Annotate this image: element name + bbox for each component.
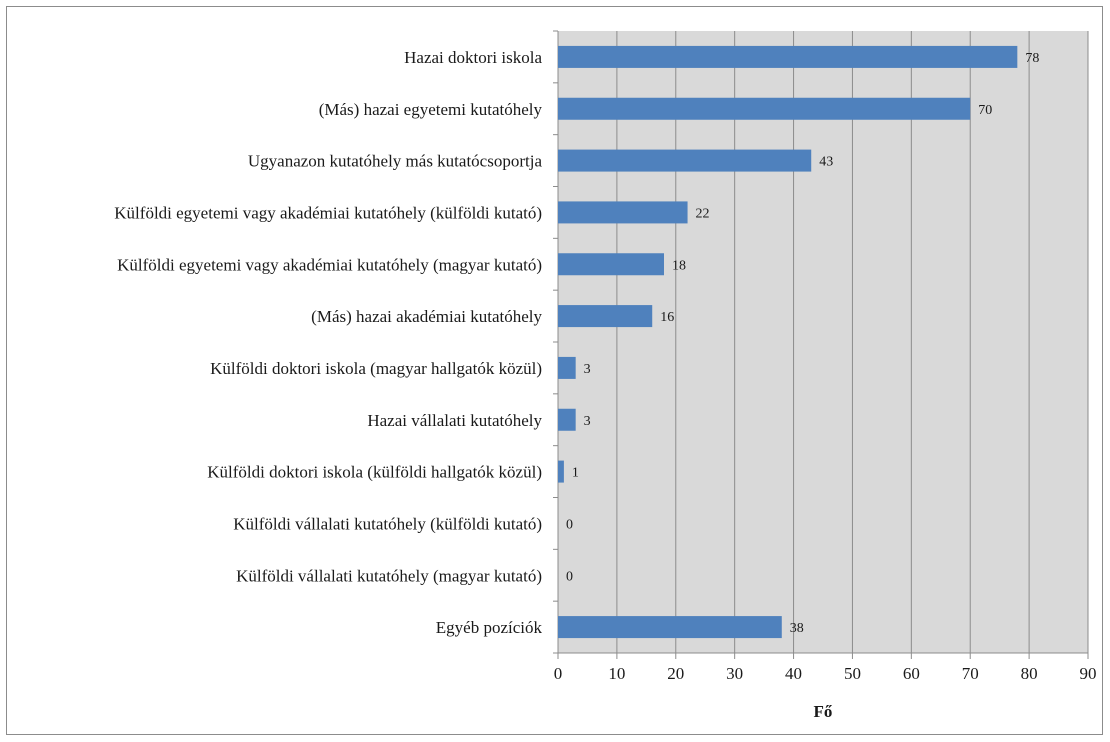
bar: [558, 408, 576, 431]
x-tick-label: 60: [903, 664, 920, 683]
bar: [558, 201, 688, 224]
bar: [558, 253, 664, 276]
data-label: 78: [1025, 51, 1039, 66]
category-label: Hazai vállalati kutatóhely: [367, 411, 542, 430]
x-tick-label: 90: [1080, 664, 1097, 683]
x-tick-label: 30: [726, 664, 743, 683]
bar: [558, 460, 564, 483]
x-axis-title: Fő: [814, 702, 833, 721]
category-label: Külföldi doktori iskola (magyar hallgató…: [210, 359, 542, 378]
bar: [558, 97, 971, 120]
data-label: 43: [819, 155, 833, 170]
category-label: Külföldi egyetemi vagy akadémiai kutatóh…: [114, 203, 542, 222]
data-label: 1: [572, 466, 579, 481]
data-label: 70: [978, 103, 992, 118]
category-label: Külföldi doktori iskola (külföldi hallga…: [207, 463, 542, 482]
category-label: (Más) hazai akadémiai kutatóhely: [311, 307, 542, 326]
bar: [558, 356, 576, 379]
bar: [558, 616, 782, 639]
bar: [558, 149, 812, 172]
x-tick-label: 80: [1021, 664, 1038, 683]
data-label: 0: [566, 517, 573, 532]
data-label: 38: [790, 621, 804, 636]
data-label: 3: [584, 362, 591, 377]
category-label: Egyéb pozíciók: [436, 618, 543, 637]
x-tick-label: 40: [785, 664, 802, 683]
x-tick-label: 0: [554, 664, 563, 683]
data-label: 22: [696, 206, 710, 221]
data-label: 3: [584, 414, 591, 429]
x-tick-label: 20: [667, 664, 684, 683]
data-label: 18: [672, 258, 686, 273]
category-label: Hazai doktori iskola: [404, 48, 542, 67]
category-label: Külföldi vállalati kutatóhely (magyar ku…: [236, 566, 542, 585]
category-label: (Más) hazai egyetemi kutatóhely: [319, 100, 543, 119]
category-label: Külföldi egyetemi vagy akadémiai kutatóh…: [117, 255, 542, 274]
bar: [558, 305, 653, 328]
data-label: 16: [660, 310, 674, 325]
data-label: 0: [566, 569, 573, 584]
plot-background: [558, 31, 1088, 653]
x-tick-label: 10: [608, 664, 625, 683]
x-tick-label: 70: [962, 664, 979, 683]
bar: [558, 45, 1018, 68]
category-label: Külföldi vállalati kutatóhely (külföldi …: [233, 514, 542, 533]
x-tick-label: 50: [844, 664, 861, 683]
category-label: Ugyanazon kutatóhely más kutatócsoportja: [248, 152, 543, 171]
